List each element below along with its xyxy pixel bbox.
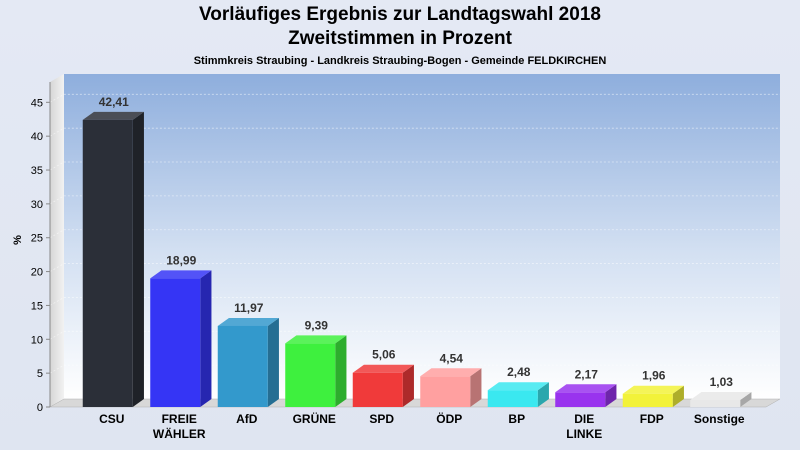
grid-line [49,93,780,103]
x-tick-label: WÄHLER [153,426,206,441]
grid-line [49,161,780,171]
grid-line [49,330,780,340]
grid-line [49,297,780,306]
data-label: 4,54 [440,351,464,365]
bar-side [335,335,347,407]
x-tick-label: Sonstige [694,412,745,426]
bar-top [150,270,212,279]
bar [555,392,606,407]
data-label: 2,48 [507,365,531,379]
bar [622,393,673,407]
grid-line [49,364,780,374]
x-tick-label: CSU [99,412,124,426]
grid-line [49,195,780,205]
data-label: 1,96 [642,369,666,383]
bar-top [217,317,279,326]
y-tick-label: 15 [31,300,43,312]
y-axis-label: % [12,235,24,245]
bar-side [537,382,549,407]
data-label: 1,03 [710,375,734,389]
x-tick-label: FDP [640,412,664,426]
bar-top [352,364,414,373]
bar [150,278,201,407]
x-tick-label: LINKE [566,427,602,441]
bar [82,119,133,407]
x-tick-label: SPD [369,412,394,426]
bar [352,372,403,407]
bar-side [132,111,144,407]
data-label: 18,99 [166,253,196,267]
data-label: 5,06 [372,348,396,362]
bars: 42,41 18,99 11,97 9,39 5,06 4,54 2,48 2,17 1,96 1… [82,95,752,407]
y-tick-label: 25 [31,233,43,245]
bar-side [740,392,752,407]
bar [285,343,336,407]
bar-side [672,385,684,407]
bar-top [487,382,549,391]
bar-side [267,317,279,407]
chart-subsubtitle: Stimmkreis Straubing - Landkreis Straubi… [193,55,607,67]
data-label: 9,39 [305,318,329,332]
bar-side [402,364,414,407]
x-tick-label: BP [508,412,525,426]
chart-title: Vorläufiges Ergebnis zur Landtagswahl 20… [199,4,601,25]
grid-line [49,127,780,137]
bar-top [420,368,482,377]
x-tick-label: AfD [236,412,258,426]
x-tick-label: FREIE [162,412,197,426]
y-tick-label: 5 [37,368,43,380]
x-tick-label: ÖDP [436,411,462,426]
bar-top [690,392,752,401]
bar-side [200,270,212,407]
y-tick-label: 20 [31,267,43,279]
y-tick-label: 40 [31,131,43,143]
bar-top [622,385,684,394]
x-tick-label: GRÜNE [293,411,336,426]
plot-back-panel [64,74,780,399]
bar-side [470,368,482,407]
bar-top [555,384,617,393]
y-tick-label: 45 [31,97,43,109]
grid-lines [49,93,780,374]
y-tick-label: 30 [31,199,43,211]
bar [690,400,741,407]
bar [217,325,268,407]
bar-top [285,335,347,344]
bar-top [82,111,144,120]
y-tick-label: 10 [31,334,43,346]
grid-line [49,229,780,239]
y-axis: 0 5 10 15 20 25 30 35 40 45 [31,82,51,414]
bar [420,376,471,407]
data-label: 2,17 [575,367,599,381]
y-tick-label: 35 [31,165,43,177]
data-label: 11,97 [234,301,264,315]
x-tick-label: DIE [574,412,594,426]
data-label: 42,41 [99,95,129,109]
chart-subtitle: Zweitstimmen in Prozent [288,28,512,49]
y-tick-label: 0 [37,402,43,414]
grid-line [49,263,780,272]
plot-left-wall [50,74,64,407]
bar-side [605,384,617,407]
bar [487,390,538,407]
